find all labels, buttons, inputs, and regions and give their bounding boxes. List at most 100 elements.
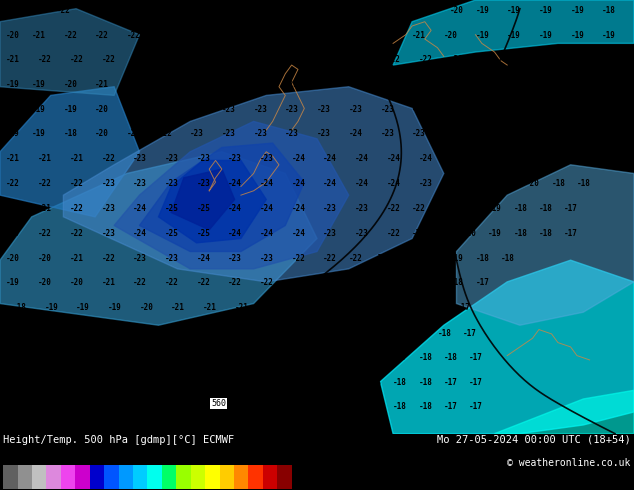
Text: -19: -19: [602, 31, 616, 40]
Text: -21: -21: [222, 31, 236, 40]
Text: -24: -24: [418, 154, 432, 163]
Text: -23: -23: [101, 204, 115, 213]
Text: -20: -20: [444, 31, 458, 40]
Text: -19: -19: [342, 402, 356, 411]
Text: -19: -19: [89, 378, 103, 387]
Text: -23: -23: [260, 154, 274, 163]
Text: -20: -20: [6, 253, 20, 263]
Text: -23: -23: [355, 55, 369, 64]
Text: -17: -17: [25, 402, 39, 411]
Text: -22: -22: [412, 204, 426, 213]
Text: -18: -18: [514, 229, 527, 238]
Text: -23: -23: [260, 253, 274, 263]
Polygon shape: [495, 390, 634, 434]
Text: -19: -19: [120, 353, 134, 362]
Text: -23: -23: [323, 229, 337, 238]
Text: -21: -21: [507, 80, 521, 89]
Text: -21: -21: [209, 328, 223, 338]
Text: -23: -23: [133, 178, 147, 188]
Text: -21: -21: [70, 154, 84, 163]
Text: -21: -21: [127, 105, 141, 114]
Text: -23: -23: [285, 105, 299, 114]
Text: -19: -19: [368, 353, 382, 362]
Text: -21: -21: [247, 378, 261, 387]
Text: -20: -20: [577, 129, 591, 138]
Text: -22: -22: [190, 80, 204, 89]
Text: -21: -21: [247, 353, 261, 362]
Text: -17: -17: [463, 328, 477, 338]
Text: -22: -22: [165, 278, 179, 287]
Bar: [277, 465, 292, 489]
Text: -21: -21: [279, 353, 293, 362]
Text: -21: -21: [235, 303, 249, 313]
Text: -18: -18: [602, 6, 616, 15]
Text: -21: -21: [412, 229, 426, 238]
Polygon shape: [0, 9, 139, 96]
Text: -22: -22: [412, 80, 426, 89]
Text: -21: -21: [450, 55, 464, 64]
Text: © weatheronline.co.uk: © weatheronline.co.uk: [507, 458, 631, 468]
Text: -23: -23: [285, 129, 299, 138]
Text: -19: -19: [577, 55, 591, 64]
Text: -20: -20: [463, 204, 477, 213]
Text: -19: -19: [146, 328, 160, 338]
Text: -22: -22: [38, 55, 52, 64]
Text: -21: -21: [387, 6, 401, 15]
Text: -21: -21: [216, 402, 230, 411]
Text: -20: -20: [577, 154, 591, 163]
Text: -20: -20: [311, 402, 325, 411]
Text: -23: -23: [317, 105, 331, 114]
Text: -23: -23: [380, 80, 394, 89]
Text: -21: -21: [171, 303, 185, 313]
Text: -21: -21: [6, 55, 20, 64]
Text: -23: -23: [317, 129, 331, 138]
Text: -23: -23: [285, 80, 299, 89]
Text: -24: -24: [197, 253, 210, 263]
Text: -19: -19: [120, 402, 134, 411]
Text: -23: -23: [317, 80, 331, 89]
Text: -22: -22: [444, 105, 458, 114]
Text: Mo 27-05-2024 00:00 UTC (18+54): Mo 27-05-2024 00:00 UTC (18+54): [437, 435, 631, 445]
Text: -19: -19: [89, 402, 103, 411]
Text: -21: -21: [247, 402, 261, 411]
Text: -23: -23: [260, 55, 274, 64]
Text: -18: -18: [552, 178, 566, 188]
Text: -17: -17: [469, 353, 483, 362]
Text: -22: -22: [95, 31, 109, 40]
Text: -23: -23: [254, 80, 268, 89]
Text: -22: -22: [387, 55, 401, 64]
Text: -22: -22: [260, 278, 274, 287]
Text: -23: -23: [190, 129, 204, 138]
Text: -19: -19: [361, 328, 375, 338]
Bar: [18, 465, 32, 489]
Bar: [234, 465, 249, 489]
Text: -19: -19: [507, 31, 521, 40]
Text: -19: -19: [488, 204, 502, 213]
Text: -23: -23: [133, 154, 147, 163]
Text: -21: -21: [501, 178, 515, 188]
Bar: [104, 465, 119, 489]
Text: -19: -19: [44, 303, 58, 313]
Text: -19: -19: [108, 303, 122, 313]
Text: -18: -18: [82, 328, 96, 338]
Text: -18: -18: [393, 378, 407, 387]
Text: -17: -17: [25, 353, 39, 362]
Text: -21: -21: [476, 105, 489, 114]
Text: -22: -22: [418, 55, 432, 64]
Polygon shape: [456, 165, 634, 325]
Text: -20: -20: [564, 80, 578, 89]
Text: -17: -17: [564, 204, 578, 213]
Text: -20: -20: [450, 6, 464, 15]
Text: -23: -23: [323, 55, 337, 64]
Text: -18: -18: [577, 178, 591, 188]
Text: -24: -24: [292, 229, 306, 238]
Text: -24: -24: [260, 178, 274, 188]
Text: -21: -21: [437, 204, 451, 213]
Polygon shape: [158, 160, 266, 243]
Text: -22: -22: [158, 80, 172, 89]
Text: -23: -23: [254, 129, 268, 138]
Text: -24: -24: [260, 229, 274, 238]
Bar: [46, 465, 61, 489]
Text: -24: -24: [355, 178, 369, 188]
Text: -22: -22: [387, 204, 401, 213]
